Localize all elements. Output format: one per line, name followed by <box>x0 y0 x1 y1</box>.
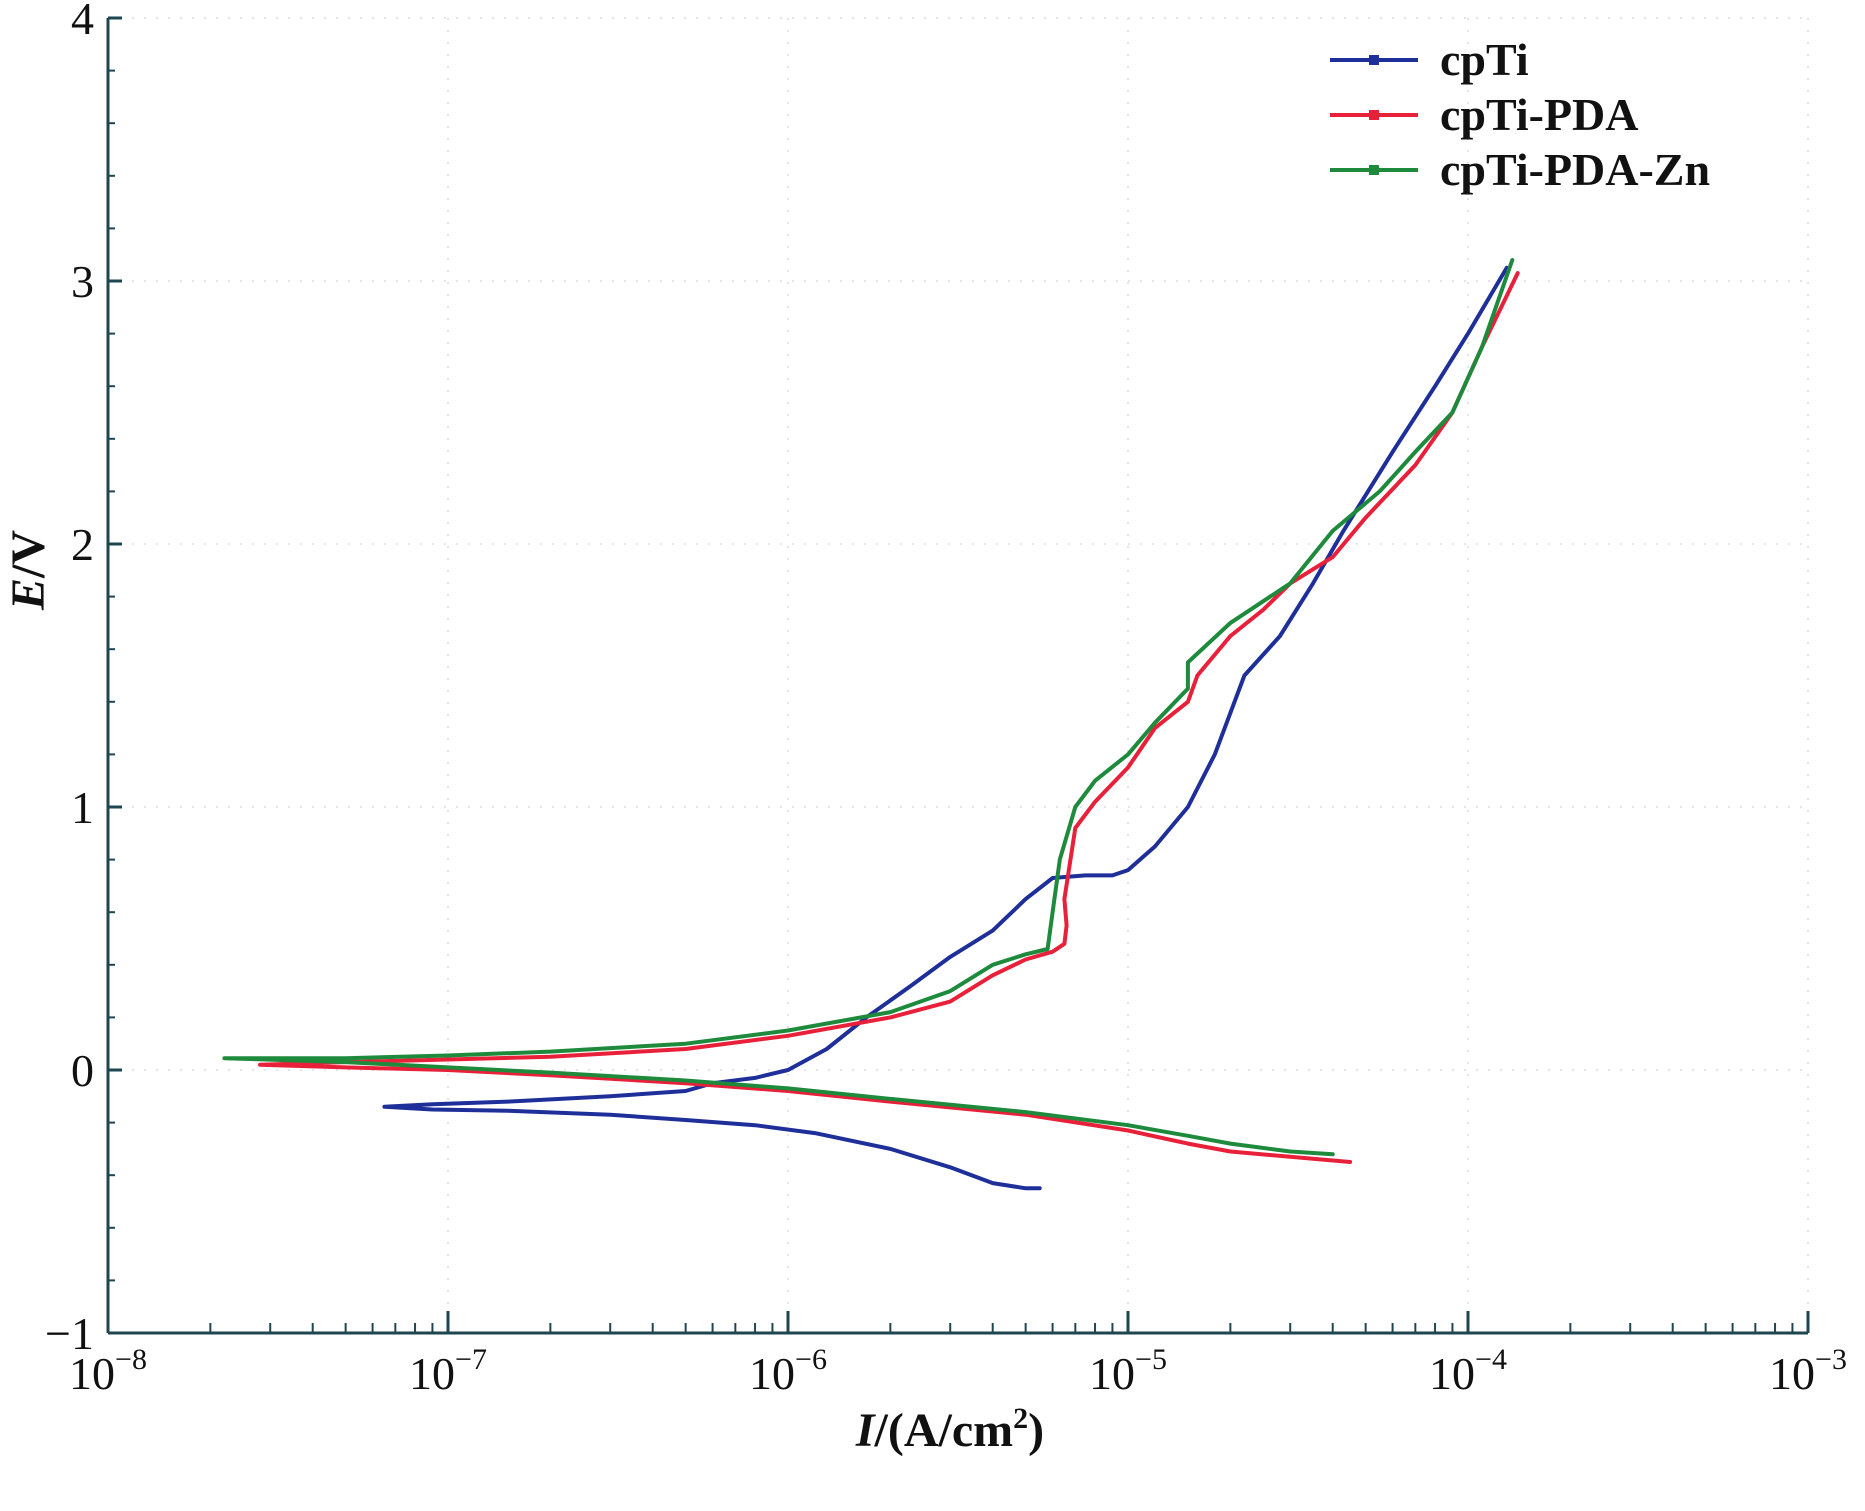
x-tick-label: 10−7 <box>409 1343 487 1399</box>
legend-item-cpti: cpTi <box>1330 34 1529 85</box>
x-tick-exponent: −3 <box>1815 1343 1847 1376</box>
legend-label: cpTi-PDA-Zn <box>1440 144 1710 195</box>
x-tick-label: 10−3 <box>1769 1343 1847 1399</box>
series-cpti-pda <box>258 271 1520 1164</box>
y-tick-label: 1 <box>71 782 94 833</box>
legend-marker <box>1369 165 1379 175</box>
x-tick-exponent: −6 <box>795 1343 827 1376</box>
legend-item-cpti-pda: cpTi-PDA <box>1330 89 1639 140</box>
x-axis-title-sup: 2 <box>1013 1402 1028 1435</box>
x-tick-label: 10−5 <box>1089 1343 1167 1399</box>
x-axis-title-close: ) <box>1028 1404 1044 1457</box>
legend-marker <box>1369 55 1379 65</box>
x-tick-base: 10 <box>1429 1348 1475 1399</box>
y-axis-title-unit: /V <box>2 530 55 579</box>
legend-marker <box>1369 110 1379 120</box>
x-axis-title-unit: /(A/cm <box>874 1404 1014 1457</box>
y-tick-label: −1 <box>45 1308 94 1359</box>
y-tick-label: 2 <box>71 519 94 570</box>
x-axis-title: I/(A/cm2) <box>855 1402 1044 1457</box>
legend-label: cpTi <box>1440 34 1529 85</box>
series-line-cpti-pda <box>258 271 1520 1164</box>
x-tick-exponent: −7 <box>455 1343 487 1376</box>
x-tick-exponent: −8 <box>115 1343 147 1376</box>
y-axis-title-var: E <box>2 578 55 611</box>
legend-label: cpTi-PDA <box>1440 89 1639 140</box>
series-line-cpti-pda-zn <box>222 258 1515 1157</box>
series-layer <box>222 258 1520 1191</box>
y-axis-title: E/V <box>2 530 55 611</box>
series-cpti <box>382 265 1509 1191</box>
grid-layer <box>107 17 1809 1334</box>
series-cpti-pda-zn <box>222 258 1515 1157</box>
y-tick-label: 4 <box>71 0 94 44</box>
x-tick-label: 10−6 <box>749 1343 827 1399</box>
x-tick-exponent: −4 <box>1475 1343 1507 1376</box>
y-tick-label: 3 <box>71 256 94 307</box>
x-axis-title-var: I <box>855 1404 877 1457</box>
x-tick-base: 10 <box>69 1348 115 1399</box>
x-tick-base: 10 <box>409 1348 455 1399</box>
x-tick-label: 10−8 <box>69 1343 147 1399</box>
x-tick-exponent: −5 <box>1135 1343 1167 1376</box>
x-tick-base: 10 <box>749 1348 795 1399</box>
x-tick-base: 10 <box>1089 1348 1135 1399</box>
x-tick-label: 10−4 <box>1429 1343 1507 1399</box>
series-line-cpti <box>382 265 1509 1191</box>
x-tick-base: 10 <box>1769 1348 1815 1399</box>
y-tick-label: 0 <box>71 1045 94 1096</box>
legend-item-cpti-pda-zn: cpTi-PDA-Zn <box>1330 144 1710 195</box>
